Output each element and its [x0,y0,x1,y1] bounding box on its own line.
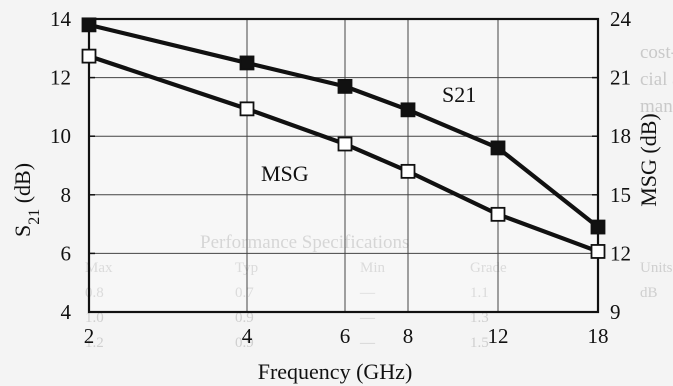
bg-table-cell: Min [360,260,386,276]
grid [89,19,598,312]
bg-table-cell: 0.9 [235,310,254,326]
data-point-s21 [490,140,506,156]
bg-table-cell: 1.2 [85,335,104,351]
data-point-s21 [337,78,353,94]
data-point-msg [337,136,353,152]
y-tick-label-left: 10 [50,124,71,148]
bg-table-cell: Max [85,260,113,276]
bg-table-cell: 1.0 [85,310,104,326]
data-point-s21 [400,102,416,118]
plot-area [89,19,598,312]
x-tick-label: 12 [488,324,509,348]
y-tick-label-right: 21 [610,66,631,90]
bg-text-line-1: cost-effective family of devices is idea… [640,42,673,63]
bg-table-cell: 0.7 [235,285,254,301]
bg-table-cell: 1.3 [470,310,489,326]
y-tick-label-right: 15 [610,183,631,207]
series [81,17,606,259]
x-tick-label: 6 [340,324,351,348]
bg-table-cell: — [359,335,376,351]
y-tick-label-right: 9 [610,300,621,324]
bg-table-cell: 1.5 [470,335,489,351]
y-axis-left-title: S21 (dB) [10,163,43,237]
bg-text-line-3: mance and value are critical. [640,96,673,117]
bg-table-cell: 1.1 [470,285,489,301]
y-tick-label-left: 8 [61,183,72,207]
y-tick-label-left: 14 [50,7,72,31]
x-tick-label: 2 [84,324,95,348]
data-point-s21 [81,17,97,33]
bg-table-cell: Units [640,260,673,276]
y-tick-label-left: 4 [61,300,72,324]
data-point-msg [81,48,97,64]
bg-table-cell: 0.9 [235,335,254,351]
y-tick-label-right: 24 [610,7,632,31]
series-line-s21 [88,22,600,229]
series-line-msg [88,54,599,254]
data-point-msg [400,163,416,179]
bg-table-cell: — [359,310,376,326]
data-point-msg [490,206,506,222]
bg-table-cell: — [359,285,376,301]
bg-text-line-2: cial applications and where reliability,… [640,69,673,90]
data-point-msg [239,101,255,117]
y-tick-label-left: 12 [50,66,71,90]
x-tick-label: 4 [242,324,253,348]
series-label-msg: MSG [261,161,309,186]
bg-table-title: Performance Specifications [200,232,409,253]
x-tick-label: 18 [588,324,609,348]
data-point-s21 [590,219,606,235]
y-tick-label-right: 18 [610,124,631,148]
y-tick-label-left: 6 [61,241,72,265]
series-label-s21: S21 [442,82,476,107]
x-axis-title: Frequency (GHz) [258,359,413,384]
y-axis-right-title: MSG (dB) [636,113,661,207]
bg-table-cell: dB [640,285,658,301]
plot-frame [87,17,600,314]
data-point-msg [590,244,606,259]
data-point-s21 [239,55,255,71]
y-tick-label-right: 12 [610,241,631,265]
x-tick-label: 8 [403,324,414,348]
